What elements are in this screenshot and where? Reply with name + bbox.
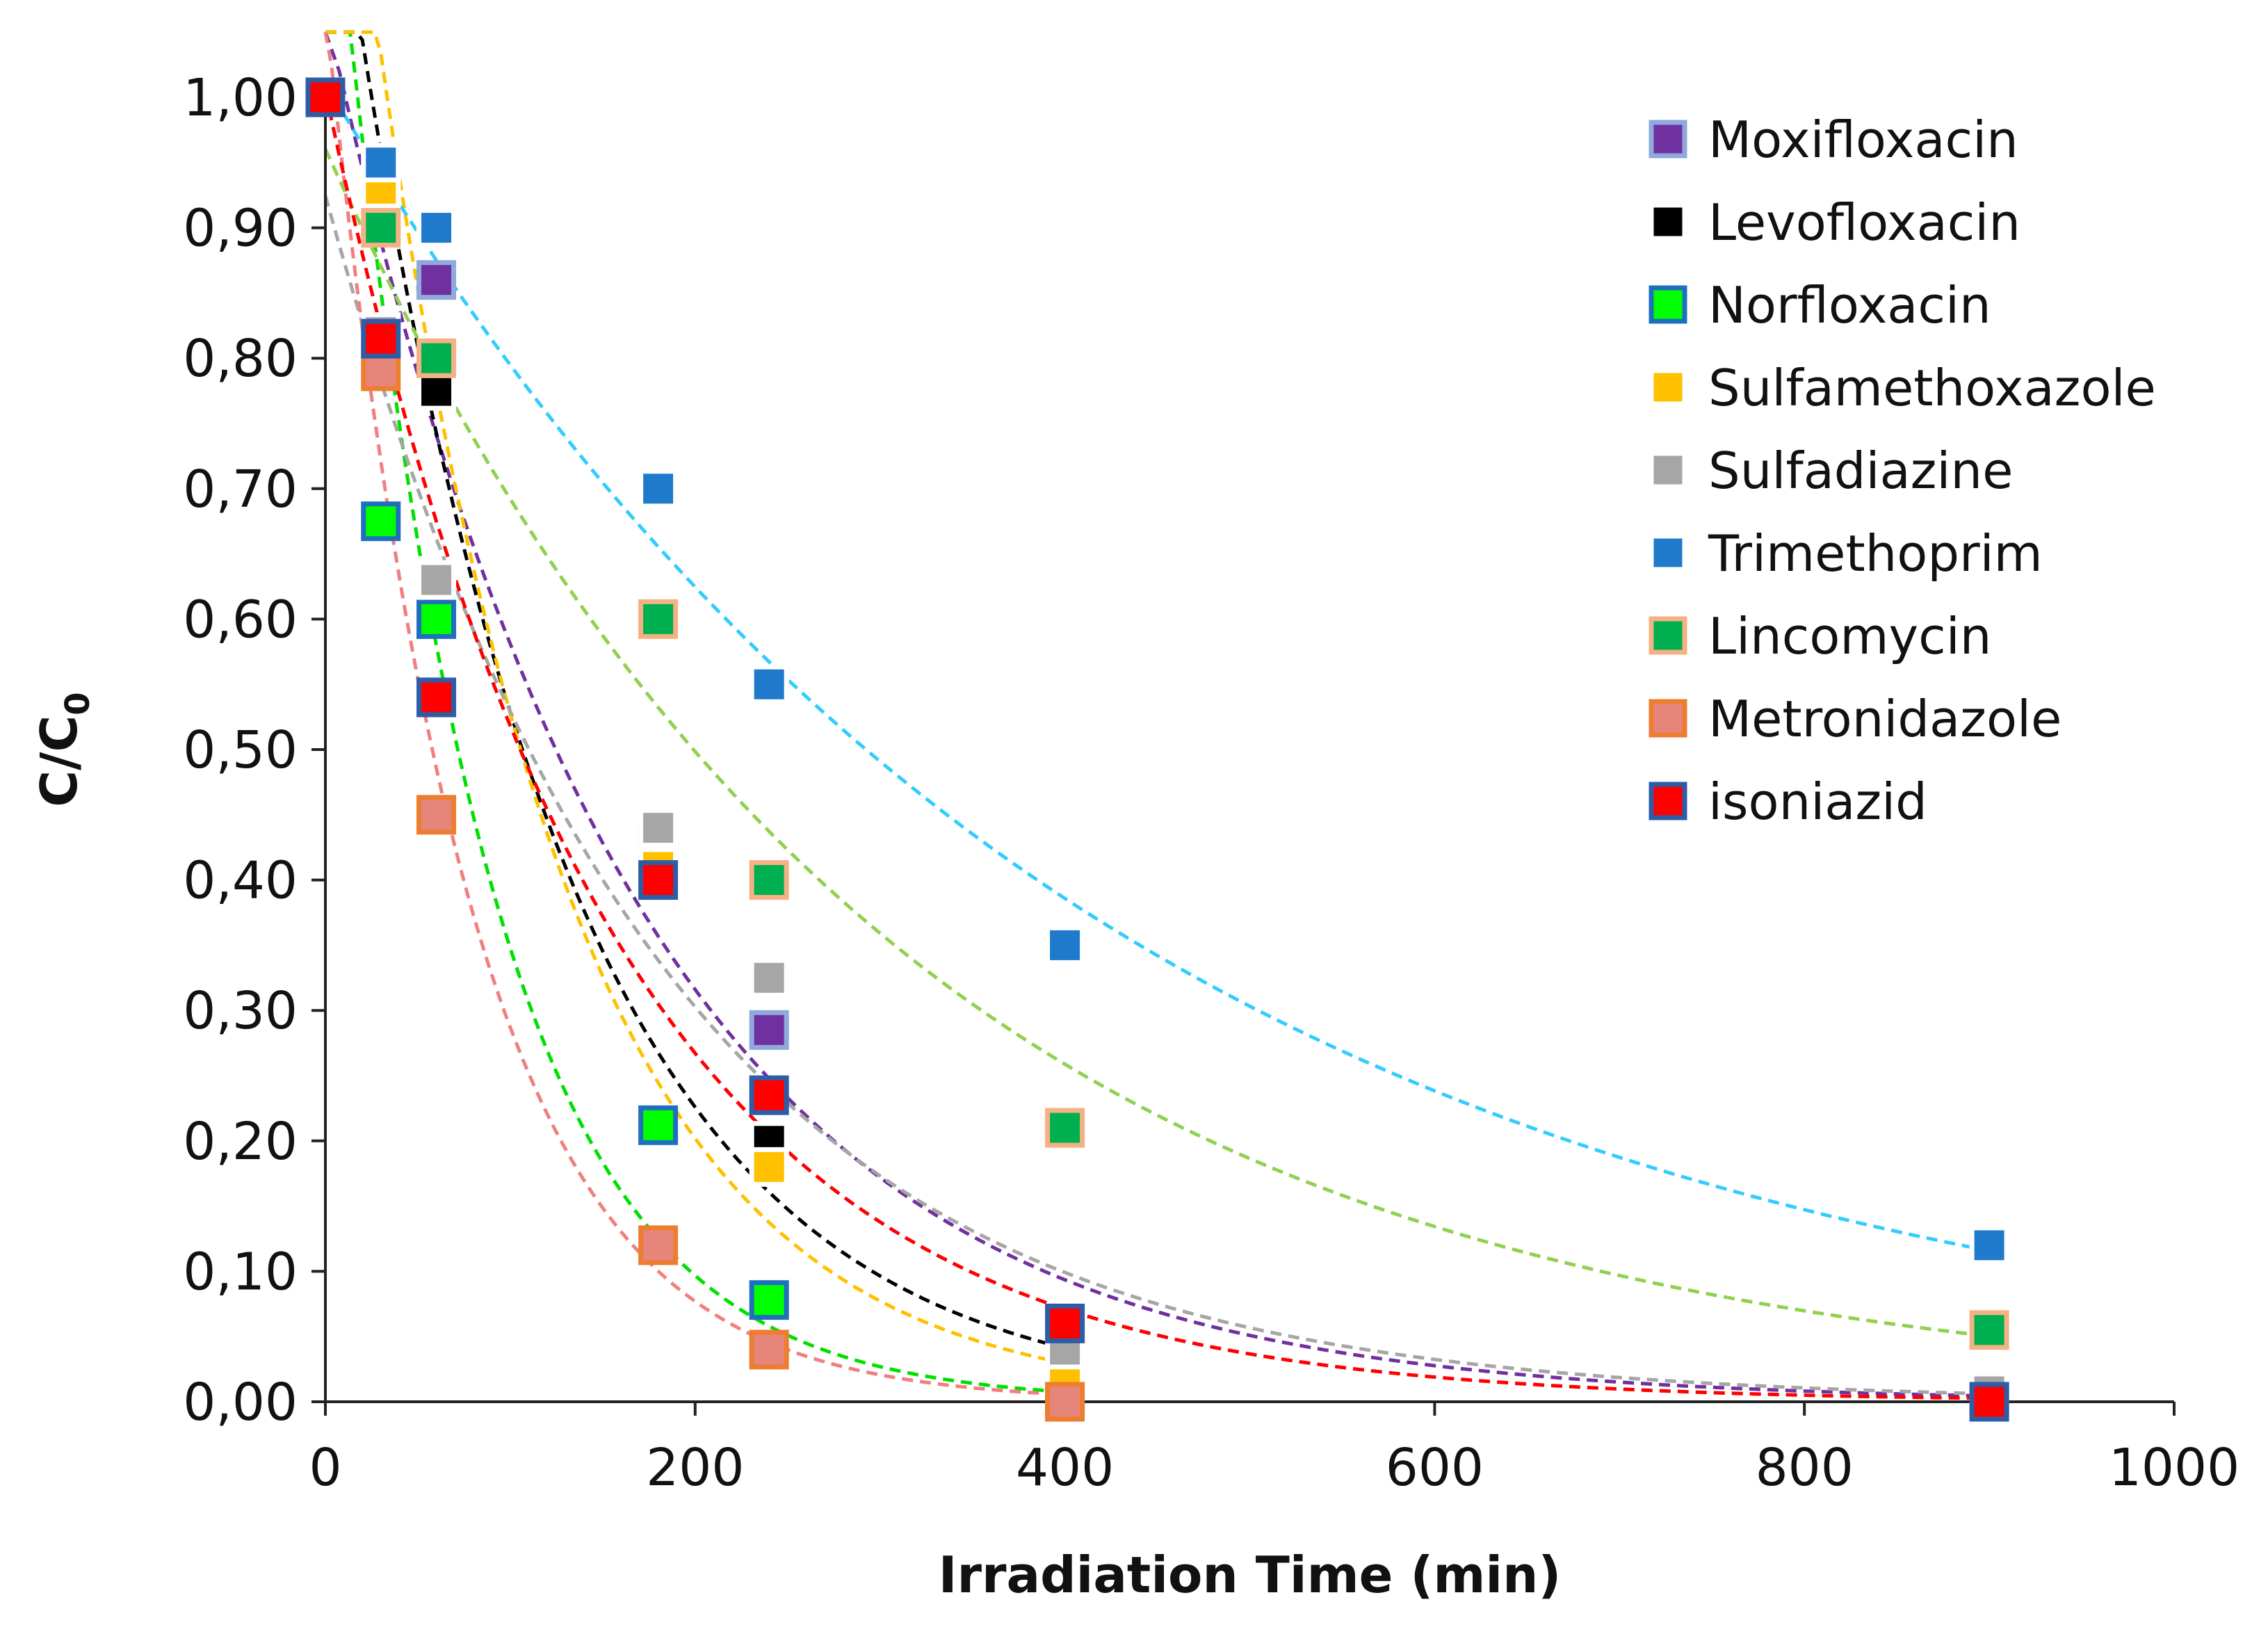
legend-swatch <box>1649 451 1687 490</box>
data-point-sulfadiazine <box>749 957 789 998</box>
data-point-lincomycin <box>361 208 401 248</box>
trendline-levofloxacin <box>325 30 1066 1350</box>
legend-swatch <box>1649 202 1687 241</box>
data-point-levofloxacin <box>416 371 457 411</box>
y-tick-label: 0,50 <box>183 720 298 780</box>
data-point-lincomycin <box>638 599 679 639</box>
trendline-sulfamethoxazole <box>325 30 1066 1365</box>
x-axis-title: Irradiation Time (min) <box>939 1546 1562 1604</box>
data-point-sulfadiazine <box>416 560 457 600</box>
legend-label: Moxifloxacin <box>1708 111 2018 169</box>
data-point-isoniazid <box>416 677 457 718</box>
data-point-norfloxacin <box>361 501 401 542</box>
data-point-moxifloxacin <box>749 1010 789 1050</box>
trendline-trimethoprim <box>323 81 1990 1253</box>
legend-label: Lincomycin <box>1708 607 1991 665</box>
data-point-isoniazid <box>638 860 679 900</box>
data-point-isoniazid <box>749 1075 789 1115</box>
data-point-lincomycin <box>1969 1310 2009 1350</box>
x-tick-label: 0 <box>309 1438 341 1498</box>
legend-label: Metronidazole <box>1708 690 2062 748</box>
data-point-trimethoprim <box>638 469 679 509</box>
data-point-norfloxacin <box>638 1105 679 1145</box>
ticks-group: 0 200 400 600 800 1000 0,00 0,10 0,20 0,30 0,40 0,5… <box>183 68 2239 1498</box>
data-point-trimethoprim <box>1045 925 1085 965</box>
data-point-trimethoprim <box>361 143 401 183</box>
y-tick-label: 0,10 <box>183 1242 298 1302</box>
x-tick-label: 200 <box>646 1438 744 1498</box>
y-axis-title-main: C/C <box>30 715 88 807</box>
legend-label: Levofloxacin <box>1708 193 2020 252</box>
trendline-isoniazid <box>323 91 1990 1400</box>
data-point-metronidazole <box>416 795 457 835</box>
legend-label: Norfloxacin <box>1708 276 1991 334</box>
y-axis-title-subscript: 0 <box>58 692 97 715</box>
legend-label: Sulfadiazine <box>1708 442 2013 500</box>
x-tick-label: 600 <box>1386 1438 1484 1498</box>
y-tick-label: 1,00 <box>183 68 298 128</box>
data-point-lincomycin <box>416 338 457 378</box>
trendline-sulfadiazine <box>323 195 1990 1396</box>
y-tick-label: 0,00 <box>183 1373 298 1432</box>
legend-swatch <box>1649 782 1687 820</box>
data-point-metronidazole <box>361 351 401 391</box>
points-group <box>305 77 2009 1422</box>
legend-swatch <box>1649 368 1687 407</box>
legend-swatch <box>1649 699 1687 738</box>
x-tick-label: 1000 <box>2109 1438 2239 1498</box>
x-tick-label: 800 <box>1756 1438 1854 1498</box>
data-point-trimethoprim <box>749 664 789 704</box>
y-tick-label: 0,90 <box>183 199 298 259</box>
data-point-norfloxacin <box>749 1280 789 1320</box>
legend-label: isoniazid <box>1708 772 1927 831</box>
y-axis-title: C/C0 <box>30 692 97 807</box>
trendline-moxifloxacin <box>323 31 1990 1398</box>
legend-label: Trimethoprim <box>1708 524 2043 583</box>
data-point-isoniazid <box>1045 1303 1085 1343</box>
data-point-metronidazole <box>1045 1382 1085 1422</box>
y-tick-label: 0,70 <box>183 460 298 519</box>
data-point-trimethoprim <box>1969 1225 2009 1265</box>
data-point-metronidazole <box>749 1329 789 1370</box>
data-point-trimethoprim <box>416 208 457 248</box>
data-point-moxifloxacin <box>416 260 457 300</box>
data-point-lincomycin <box>1045 1108 1085 1148</box>
legend-swatch <box>1649 616 1687 655</box>
data-point-metronidazole <box>638 1225 679 1265</box>
y-tick-label: 0,80 <box>183 329 298 389</box>
trendline-lincomycin <box>323 148 1990 1338</box>
data-point-isoniazid <box>305 77 346 118</box>
legend-swatch <box>1649 285 1687 324</box>
legend: Moxifloxacin Levofloxacin Norfloxacin Sulfa… <box>1649 111 2156 831</box>
data-point-norfloxacin <box>416 599 457 639</box>
y-tick-label: 0,20 <box>183 1112 298 1172</box>
legend-label: Sulfamethoxazole <box>1708 359 2156 417</box>
data-point-isoniazid <box>361 318 401 359</box>
y-tick-label: 0,40 <box>183 851 298 911</box>
data-point-lincomycin <box>749 860 789 900</box>
y-tick-label: 0,30 <box>183 981 298 1041</box>
legend-swatch <box>1649 120 1687 159</box>
y-tick-label: 0,60 <box>183 590 298 649</box>
x-tick-label: 400 <box>1016 1438 1114 1498</box>
data-point-sulfadiazine <box>638 808 679 848</box>
data-point-sulfamethoxazole <box>749 1147 789 1187</box>
data-point-isoniazid <box>1969 1382 2009 1422</box>
legend-swatch <box>1649 533 1687 572</box>
